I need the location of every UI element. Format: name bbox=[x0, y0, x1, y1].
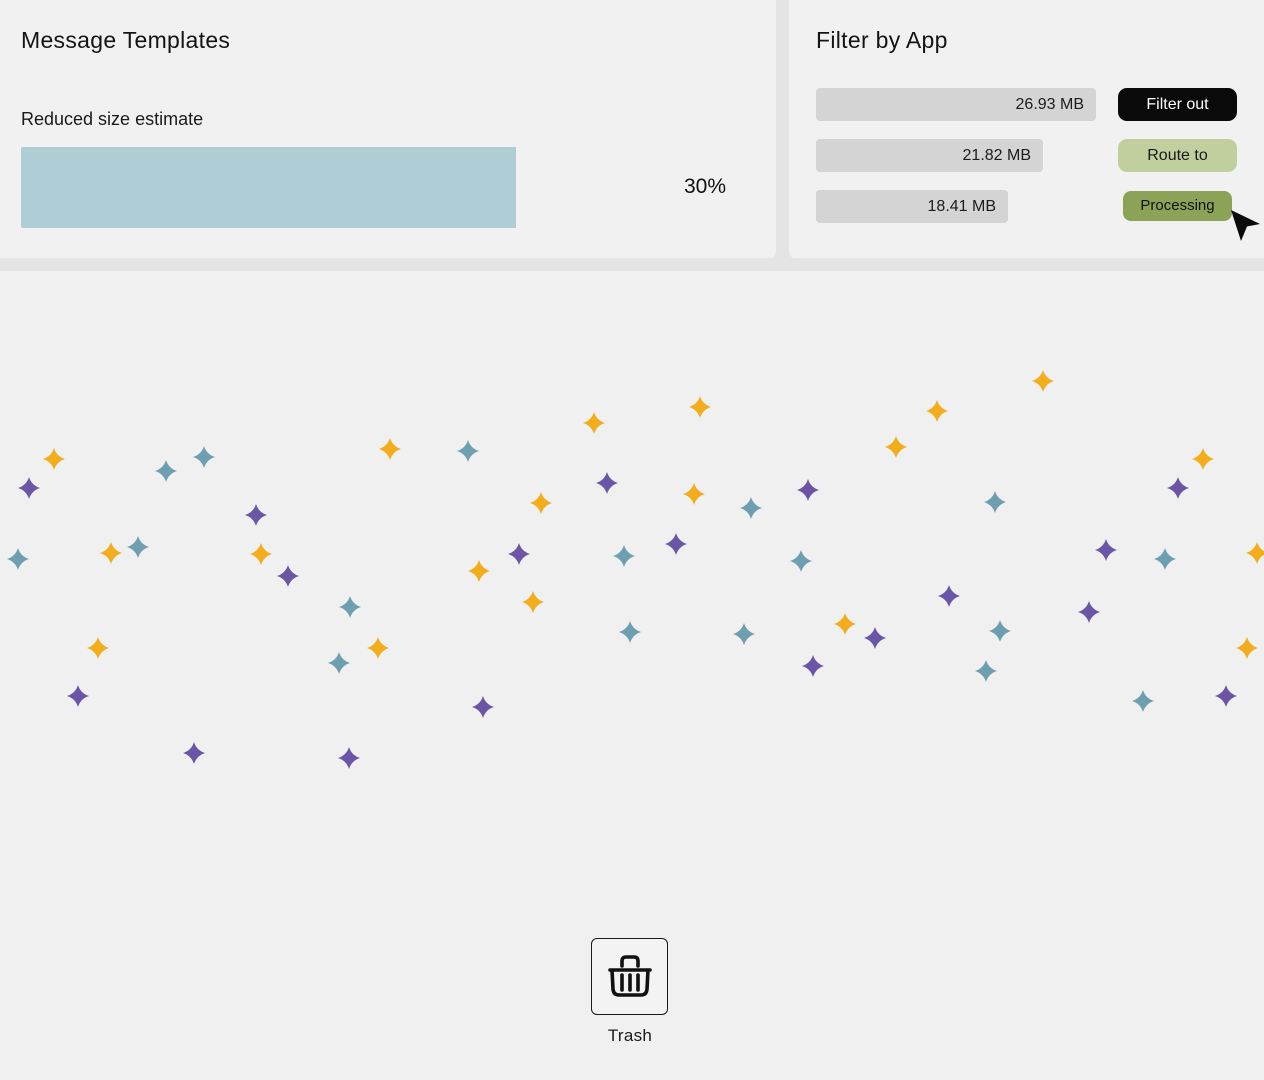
filter-by-app-panel: Filter by App 26.93 MB Filter out 21.82 … bbox=[789, 0, 1264, 258]
metric-label: Reduced size estimate bbox=[21, 109, 204, 129]
sparkle-icon bbox=[277, 565, 299, 587]
sparkle-icon bbox=[18, 477, 40, 499]
panel-title: Filter by App bbox=[816, 27, 948, 53]
sparkle-icon bbox=[1167, 477, 1189, 499]
panel-title: Message Templates bbox=[21, 27, 231, 53]
trash-basket-icon bbox=[607, 954, 652, 997]
sparkle-icon bbox=[683, 483, 705, 505]
sparkle-icon bbox=[740, 497, 762, 519]
sparkle-icon bbox=[1215, 685, 1237, 707]
sparkle-icon bbox=[938, 585, 960, 607]
sparkle-icon bbox=[100, 542, 122, 564]
sparkle-icon bbox=[613, 545, 635, 567]
sparkle-icon bbox=[522, 591, 544, 613]
sparkle-icon bbox=[802, 655, 824, 677]
sparkle-icon bbox=[155, 460, 177, 482]
sparkle-icon bbox=[885, 436, 907, 458]
sparkle-icon bbox=[367, 637, 389, 659]
trash-drop-zone[interactable]: Trash bbox=[591, 938, 671, 1046]
sparkle-icon bbox=[67, 685, 89, 707]
sparkle-icon bbox=[790, 550, 812, 572]
sparkle-icon bbox=[975, 660, 997, 682]
sparkle-icon bbox=[193, 446, 215, 468]
sparkle-icon bbox=[530, 492, 552, 514]
sparkle-icon bbox=[1095, 539, 1117, 561]
sparkle-icon bbox=[834, 613, 856, 635]
canvas-area: Trash bbox=[0, 271, 1264, 1080]
sparkle-icon bbox=[984, 491, 1006, 513]
sparkle-icon bbox=[1132, 690, 1154, 712]
sparkle-icon bbox=[989, 620, 1011, 642]
sparkle-icon bbox=[472, 696, 494, 718]
app-size-bar: 18.41 MB bbox=[816, 190, 1008, 223]
sparkle-icon bbox=[1246, 542, 1264, 564]
sparkle-field bbox=[7, 370, 1264, 769]
sparkle-icon bbox=[1078, 601, 1100, 623]
sparkle-icon bbox=[583, 412, 605, 434]
sparkle-icon bbox=[619, 621, 641, 643]
sparkle-icon bbox=[379, 438, 401, 460]
filter-out-button[interactable]: Filter out bbox=[1118, 88, 1237, 121]
size-estimate-fill bbox=[21, 147, 517, 228]
message-templates-panel: Message Templates Reduced size estimate … bbox=[0, 0, 776, 258]
sparkle-icon bbox=[797, 479, 819, 501]
size-estimate-bar bbox=[21, 147, 661, 228]
sparkle-icon bbox=[508, 543, 530, 565]
app-size-bar: 26.93 MB bbox=[816, 88, 1096, 121]
sparkle-icon bbox=[250, 543, 272, 565]
sparkle-icon bbox=[1236, 637, 1258, 659]
sparkle-icon bbox=[864, 627, 886, 649]
sparkle-icon bbox=[183, 742, 205, 764]
sparkle-icon bbox=[1192, 448, 1214, 470]
trash-label: Trash bbox=[607, 1026, 653, 1045]
arrow-cursor-icon bbox=[1231, 210, 1260, 241]
sparkle-icon bbox=[457, 440, 479, 462]
sparkle-icon bbox=[733, 623, 755, 645]
sparkle-icon bbox=[245, 504, 267, 526]
app-size-bar: 21.82 MB bbox=[816, 139, 1043, 172]
sparkle-icon bbox=[338, 747, 360, 769]
sparkle-icon bbox=[127, 536, 149, 558]
sparkle-icon bbox=[689, 396, 711, 418]
sparkle-icon bbox=[926, 400, 948, 422]
sparkle-icon bbox=[468, 560, 490, 582]
sparkle-icon bbox=[328, 652, 350, 674]
trash-button[interactable] bbox=[591, 938, 668, 1015]
sparkle-icon bbox=[87, 637, 109, 659]
sparkle-icon bbox=[7, 548, 29, 570]
route-to-button[interactable]: Route to bbox=[1118, 139, 1237, 172]
sparkle-icon bbox=[43, 448, 65, 470]
sparkle-icon bbox=[1154, 548, 1176, 570]
processing-button[interactable]: Processing bbox=[1123, 191, 1232, 221]
size-estimate-percent: 30% bbox=[684, 175, 727, 198]
sparkle-icon bbox=[1032, 370, 1054, 392]
sparkle-icon bbox=[665, 533, 687, 555]
sparkle-icon bbox=[596, 472, 618, 494]
sparkle-icon bbox=[339, 596, 361, 618]
